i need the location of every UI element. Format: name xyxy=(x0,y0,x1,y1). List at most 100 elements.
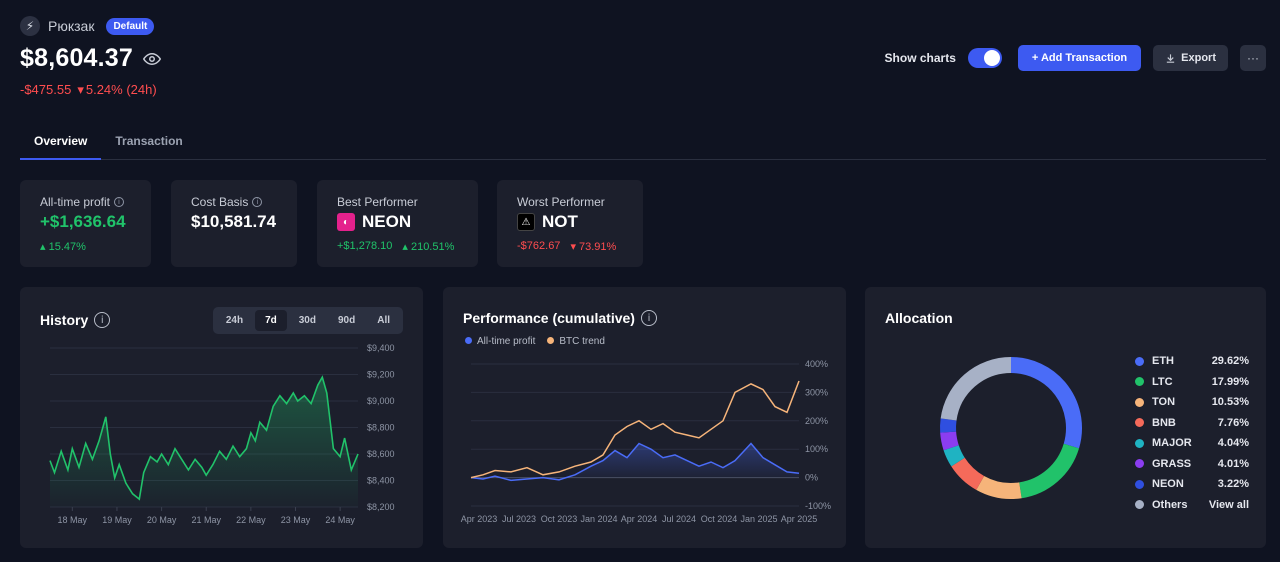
profit-line xyxy=(470,442,800,482)
view-all-link[interactable]: View all xyxy=(1208,498,1249,511)
allocation-percent: 4.04% xyxy=(1217,437,1249,450)
info-icon[interactable]: i xyxy=(252,197,263,207)
range-30d[interactable]: 30d xyxy=(298,315,316,326)
allocation-percent: 29.62% xyxy=(1211,355,1249,368)
legend-dot xyxy=(1135,377,1144,387)
info-icon[interactable]: i xyxy=(640,310,657,326)
donut-slice-ltc xyxy=(1018,443,1080,499)
allocation-percent: 10.53% xyxy=(1211,396,1249,409)
range-7d[interactable]: 7d xyxy=(255,310,287,331)
x-tick-label: 18 May xyxy=(58,515,88,525)
y-tick-label: 100% xyxy=(805,444,828,454)
allocation-item-eth[interactable]: ETH 29.62% xyxy=(1135,351,1249,372)
caret-down-icon: ▾ xyxy=(570,241,580,253)
allocation-item-ltc[interactable]: LTC 17.99% xyxy=(1135,372,1249,393)
portfolio-balance: $8,604.37 xyxy=(20,44,134,72)
range-all[interactable]: All xyxy=(377,315,390,326)
show-charts-label: Show charts xyxy=(884,51,956,65)
performance-panel: Performance (cumulative) i All-time profi… xyxy=(443,287,846,548)
tab-transaction[interactable]: Transaction xyxy=(115,134,183,148)
neon-coin-icon: ◐ xyxy=(337,213,355,231)
y-tick-label: 0% xyxy=(805,473,818,483)
best-performer-coin[interactable]: NEON xyxy=(362,212,412,231)
allocation-legend: ETH 29.62% LTC 17.99% TON 10.53% BNB 7.76% MAJOR… xyxy=(1135,351,1249,515)
y-tick-label: $9,200 xyxy=(367,370,395,380)
tab-overview[interactable]: Overview xyxy=(20,128,102,160)
x-tick-label: Oct 2024 xyxy=(701,514,738,524)
y-tick-label: $8,600 xyxy=(367,449,395,459)
balance-change: -$475.55 ▾ 5.24% (24h) xyxy=(20,82,161,98)
best-performer-card: Best Performer ◐ NEON +$1,278.10 ▴ 210.5… xyxy=(317,180,478,267)
x-tick-label: 21 May xyxy=(191,515,221,525)
stat-label: All-time profit xyxy=(40,195,111,209)
allocation-item-ton[interactable]: TON 10.53% xyxy=(1135,392,1249,413)
show-charts-toggle[interactable] xyxy=(967,48,1002,68)
x-tick-label: Jul 2024 xyxy=(662,514,696,524)
allocation-donut-chart[interactable] xyxy=(865,287,1266,548)
allocation-percent: 3.22% xyxy=(1217,478,1249,491)
eye-icon[interactable] xyxy=(143,50,162,68)
y-tick-label: 400% xyxy=(805,359,828,369)
history-panel: History i 24h 7d 30d 90d All $9,400 $9,200… xyxy=(20,287,423,548)
worst-performer-percent: ▾ 73.91% xyxy=(570,241,617,253)
best-performer-amount: +$1,278.10 xyxy=(337,240,393,252)
donut-slice-ton xyxy=(976,475,1022,499)
best-performer-percent: ▴ 210.51% xyxy=(402,241,455,253)
y-tick-label: $9,000 xyxy=(367,396,395,406)
y-tick-label: $8,200 xyxy=(367,502,395,512)
chart-legend: All-time profit BTC trend xyxy=(465,336,605,347)
stat-label: Cost Basis xyxy=(191,195,249,209)
x-tick-label: Jan 2024 xyxy=(580,514,617,524)
performance-chart[interactable]: 400% 300% 200% 100% 0% -100% Apr 2023 Jul 2023 O… xyxy=(443,287,846,548)
caret-up-icon: ▴ xyxy=(402,241,411,253)
range-24h[interactable]: 24h xyxy=(225,315,244,326)
legend-dot xyxy=(1135,356,1144,366)
add-transaction-button[interactable]: + Add Transaction xyxy=(1017,45,1142,71)
donut-slice-major xyxy=(943,444,965,467)
history-line xyxy=(49,375,359,501)
allocation-percent: 4.01% xyxy=(1217,457,1249,470)
export-button[interactable]: Export xyxy=(1153,45,1228,71)
allocation-percent: 7.76% xyxy=(1217,416,1249,429)
change-percent: 5.24% (24h) xyxy=(85,82,157,97)
more-options-button[interactable]: ··· xyxy=(1240,45,1266,71)
y-tick-label: $8,800 xyxy=(367,423,395,433)
legend-dot xyxy=(1135,438,1144,448)
performance-title: Performance (cumulative) xyxy=(463,310,635,326)
allocation-name: NEON xyxy=(1152,478,1184,491)
allocation-item-major[interactable]: MAJOR 4.04% xyxy=(1135,433,1249,454)
allocation-item-bnb[interactable]: BNB 7.76% xyxy=(1135,413,1249,434)
all-time-profit-percent: ▴ 15.47% xyxy=(40,241,86,253)
x-tick-label: 20 May xyxy=(147,515,177,525)
donut-slice-grass xyxy=(940,431,959,451)
not-coin-icon: ⚠ xyxy=(517,213,535,231)
donut-slice-bnb xyxy=(951,457,985,490)
wallet-name[interactable]: Рюкзак xyxy=(48,18,95,34)
info-icon[interactable]: i xyxy=(94,312,111,328)
allocation-item-grass[interactable]: GRASS 4.01% xyxy=(1135,454,1249,475)
btc-trend-line xyxy=(470,380,800,479)
bolt-icon: ⚡ xyxy=(20,16,40,36)
donut-slice-eth xyxy=(1010,357,1082,449)
export-label: Export xyxy=(1181,52,1216,64)
allocation-item-others[interactable]: Others View all xyxy=(1135,495,1249,516)
time-range-selector: 24h 7d 30d 90d All xyxy=(212,307,403,334)
allocation-name: ETH xyxy=(1152,355,1174,368)
legend-btc-trend[interactable]: BTC trend xyxy=(547,336,605,347)
info-icon[interactable]: i xyxy=(114,197,125,207)
range-90d[interactable]: 90d xyxy=(337,315,356,326)
allocation-item-neon[interactable]: NEON 3.22% xyxy=(1135,474,1249,495)
change-amount: -$475.55 xyxy=(20,82,72,97)
history-chart[interactable]: $9,400 $9,200 $9,000 $8,800 $8,600 $8,400 $8,2… xyxy=(20,287,423,548)
worst-performer-amount: -$762.67 xyxy=(517,240,561,252)
x-tick-label: Apr 2025 xyxy=(781,514,818,524)
donut-slice-neon xyxy=(940,418,957,433)
allocation-name: BNB xyxy=(1152,416,1176,429)
caret-up-icon: ▴ xyxy=(40,241,49,253)
x-tick-label: Oct 2023 xyxy=(541,514,578,524)
allocation-title: Allocation xyxy=(885,310,953,326)
worst-performer-coin[interactable]: NOT xyxy=(542,212,578,231)
legend-all-time-profit[interactable]: All-time profit xyxy=(465,336,535,347)
all-time-profit-card: All-time profit i +$1,636.64 ▴ 15.47% xyxy=(20,180,151,267)
legend-dot xyxy=(1135,459,1144,469)
